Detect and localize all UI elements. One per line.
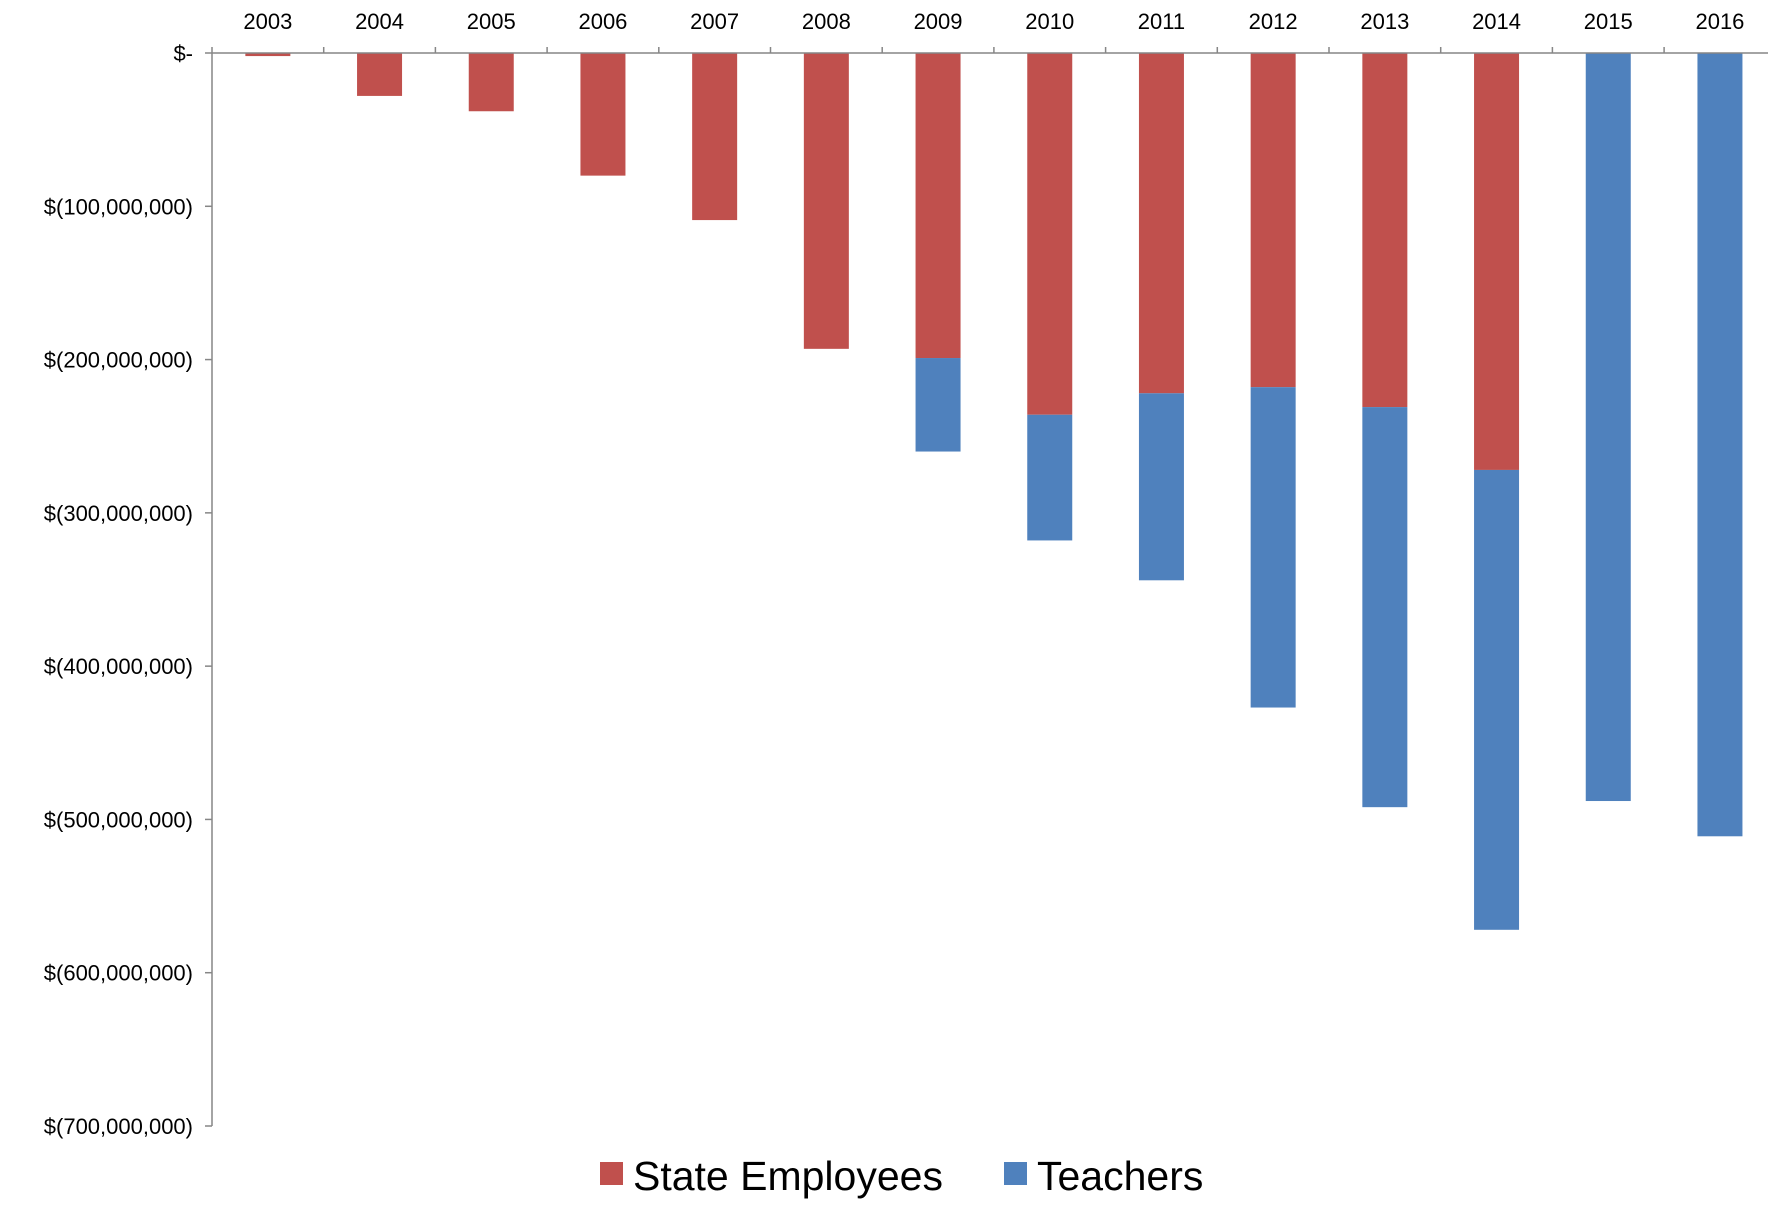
y-tick-label: $(300,000,000) bbox=[44, 501, 193, 526]
x-tick-label-2006: 2006 bbox=[578, 9, 627, 34]
y-tick-label: $(600,000,000) bbox=[44, 961, 193, 986]
axes-layer bbox=[205, 47, 1768, 1127]
bar-state-employees-2010 bbox=[1027, 53, 1073, 415]
x-tick-label-2014: 2014 bbox=[1472, 9, 1521, 34]
bar-teachers-2010 bbox=[1027, 414, 1073, 541]
x-tick-label-2011: 2011 bbox=[1138, 9, 1185, 34]
x-tick-label-2007: 2007 bbox=[690, 9, 739, 34]
x-tick-label-2009: 2009 bbox=[914, 9, 963, 34]
y-tick-label: $(400,000,000) bbox=[44, 654, 193, 679]
legend: State Employees Teachers bbox=[600, 1153, 1203, 1199]
x-tick-label-2004: 2004 bbox=[355, 9, 404, 34]
x-tick-label-2015: 2015 bbox=[1584, 9, 1633, 34]
bar-teachers-2015 bbox=[1585, 53, 1631, 802]
bar-state-employees-2005 bbox=[468, 53, 514, 112]
y-tick-label: $(100,000,000) bbox=[44, 194, 193, 219]
bar-teachers-2009 bbox=[915, 358, 961, 452]
y-tick-label: $(500,000,000) bbox=[44, 807, 193, 832]
bar-state-employees-2006 bbox=[580, 53, 626, 176]
bar-state-employees-2014 bbox=[1474, 53, 1520, 470]
bar-teachers-2016 bbox=[1697, 53, 1743, 837]
bar-teachers-2012 bbox=[1250, 387, 1296, 708]
legend-label-state-employees: State Employees bbox=[633, 1153, 943, 1199]
bar-state-employees-2009 bbox=[915, 53, 961, 359]
legend-label-teachers: Teachers bbox=[1037, 1153, 1203, 1199]
legend-swatch-teachers bbox=[1004, 1162, 1027, 1185]
x-tick-label-2008: 2008 bbox=[802, 9, 851, 34]
bar-state-employees-2008 bbox=[803, 53, 849, 349]
bar-state-employees-2004 bbox=[357, 53, 403, 96]
x-tick-label-2016: 2016 bbox=[1695, 9, 1744, 34]
bar-state-employees-2003 bbox=[245, 53, 291, 57]
x-tick-label-2010: 2010 bbox=[1025, 9, 1074, 34]
x-tick-label-2003: 2003 bbox=[243, 9, 292, 34]
x-tick-labels: 2003 2004 2005 2006 2007 2008 2009 2010 2011 2012… bbox=[243, 9, 1744, 34]
bar-teachers-2011 bbox=[1138, 393, 1184, 581]
y-tick-label: $- bbox=[173, 41, 193, 66]
bar-state-employees-2013 bbox=[1362, 53, 1408, 408]
y-tick-label: $(700,000,000) bbox=[44, 1114, 193, 1139]
x-tick-label-2012: 2012 bbox=[1249, 9, 1298, 34]
bar-teachers-2013 bbox=[1362, 407, 1408, 808]
legend-swatch-state-employees bbox=[600, 1162, 623, 1185]
bars-layer bbox=[245, 53, 1743, 930]
bar-state-employees-2011 bbox=[1138, 53, 1184, 394]
bar-teachers-2014 bbox=[1474, 469, 1520, 930]
x-tick-label-2005: 2005 bbox=[467, 9, 516, 34]
bar-state-employees-2007 bbox=[692, 53, 738, 221]
x-tick-label-2013: 2013 bbox=[1360, 9, 1409, 34]
bar-state-employees-2012 bbox=[1250, 53, 1296, 388]
y-tick-label: $(200,000,000) bbox=[44, 348, 193, 373]
y-tick-labels: $- $(100,000,000) $(200,000,000) $(300,000,… bbox=[44, 41, 193, 1139]
